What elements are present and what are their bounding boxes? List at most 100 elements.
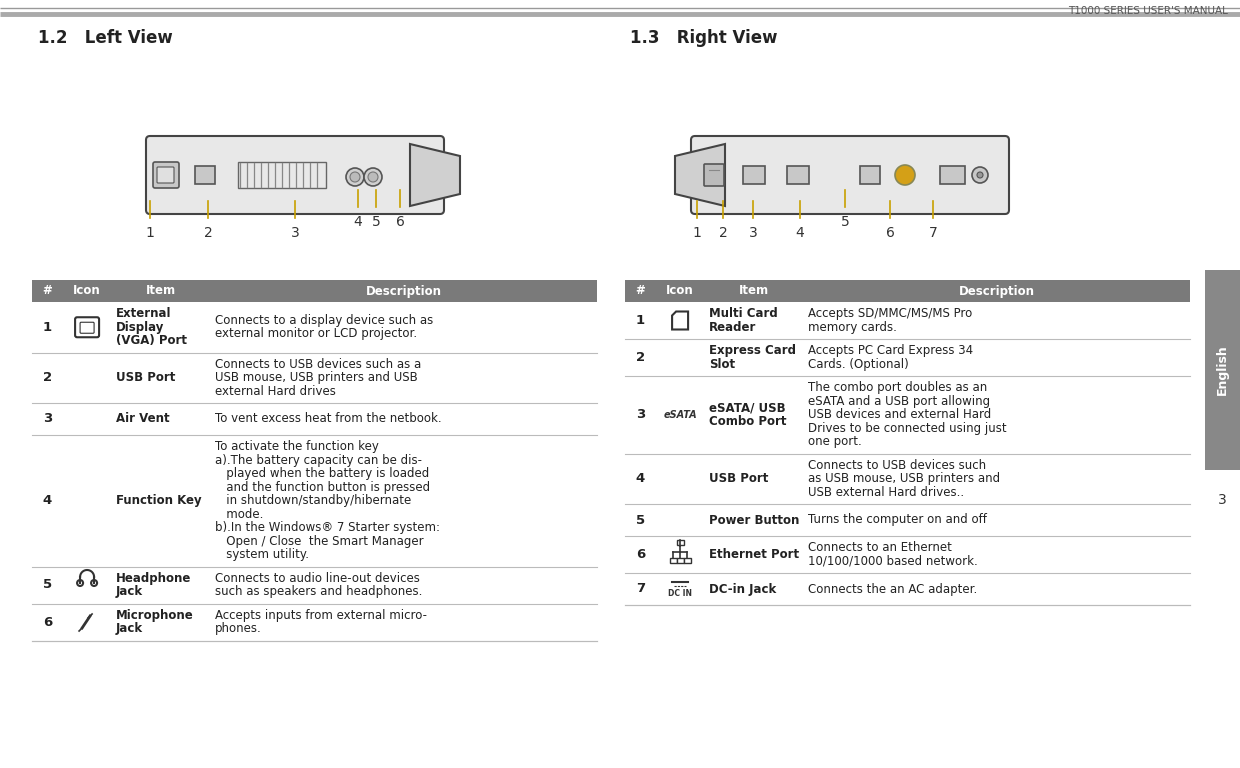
Text: a).The battery capacity can be dis-: a).The battery capacity can be dis- bbox=[215, 454, 422, 467]
Text: 1: 1 bbox=[145, 226, 155, 240]
Bar bbox=[32, 567, 596, 604]
Text: 1.2   Left View: 1.2 Left View bbox=[38, 29, 172, 47]
Text: Ethernet Port: Ethernet Port bbox=[709, 548, 800, 561]
Text: T1000 SERIES USER'S MANUAL: T1000 SERIES USER'S MANUAL bbox=[1068, 6, 1228, 16]
Text: 6: 6 bbox=[636, 548, 645, 561]
Text: External: External bbox=[117, 307, 171, 320]
Polygon shape bbox=[410, 144, 460, 206]
Text: 2: 2 bbox=[636, 351, 645, 364]
Bar bbox=[861, 166, 880, 184]
Bar bbox=[670, 558, 677, 562]
Circle shape bbox=[346, 168, 365, 186]
Text: USB external Hard drives..: USB external Hard drives.. bbox=[808, 485, 965, 498]
Text: 3: 3 bbox=[749, 226, 758, 240]
Text: memory cards.: memory cards. bbox=[808, 321, 897, 334]
Bar bbox=[32, 353, 596, 403]
Text: #: # bbox=[42, 284, 52, 297]
Bar bbox=[677, 539, 683, 545]
Text: Drives to be connected using just: Drives to be connected using just bbox=[808, 422, 1007, 435]
Text: Jack: Jack bbox=[117, 585, 144, 598]
Text: USB Port: USB Port bbox=[117, 371, 176, 384]
Circle shape bbox=[368, 172, 378, 182]
Text: external Hard drives: external Hard drives bbox=[215, 385, 336, 398]
Bar bbox=[625, 280, 1190, 302]
Text: Accepts inputs from external micro-: Accepts inputs from external micro- bbox=[215, 609, 427, 622]
Text: 3: 3 bbox=[43, 412, 52, 425]
Circle shape bbox=[91, 580, 97, 586]
Text: (VGA) Port: (VGA) Port bbox=[117, 334, 187, 347]
Text: 3: 3 bbox=[636, 409, 645, 422]
Text: 3: 3 bbox=[290, 226, 299, 240]
FancyBboxPatch shape bbox=[704, 164, 724, 186]
Text: 4: 4 bbox=[43, 495, 52, 507]
Text: in shutdown/standby/hibernate: in shutdown/standby/hibernate bbox=[215, 495, 412, 507]
Text: 7: 7 bbox=[636, 582, 645, 595]
Text: 3: 3 bbox=[1218, 493, 1226, 507]
Circle shape bbox=[77, 580, 83, 586]
Text: Microphone: Microphone bbox=[117, 609, 193, 622]
Circle shape bbox=[895, 165, 915, 185]
Text: Jack: Jack bbox=[117, 622, 144, 635]
Text: Connects to USB devices such as a: Connects to USB devices such as a bbox=[215, 358, 422, 371]
Text: Description: Description bbox=[366, 284, 441, 297]
Text: 2: 2 bbox=[43, 371, 52, 384]
Circle shape bbox=[977, 172, 983, 178]
Text: Display: Display bbox=[117, 321, 165, 334]
Text: Connects the an AC adapter.: Connects the an AC adapter. bbox=[808, 582, 977, 595]
Bar bbox=[625, 376, 1190, 453]
Text: Connects to USB devices such: Connects to USB devices such bbox=[808, 458, 986, 472]
Polygon shape bbox=[675, 144, 725, 206]
Text: 5: 5 bbox=[43, 578, 52, 591]
FancyBboxPatch shape bbox=[76, 317, 99, 337]
Text: 6: 6 bbox=[43, 615, 52, 628]
Bar bbox=[32, 403, 596, 435]
Text: 1: 1 bbox=[636, 314, 645, 327]
Text: Connects to an Ethernet: Connects to an Ethernet bbox=[808, 541, 952, 554]
Bar bbox=[32, 280, 596, 302]
Bar bbox=[743, 166, 765, 184]
Text: 7: 7 bbox=[929, 226, 937, 240]
Text: USB devices and external Hard: USB devices and external Hard bbox=[808, 409, 991, 422]
Bar bbox=[32, 435, 596, 567]
FancyBboxPatch shape bbox=[157, 167, 174, 183]
Text: Icon: Icon bbox=[73, 284, 100, 297]
Text: 2: 2 bbox=[719, 226, 728, 240]
Text: eSATA/ USB: eSATA/ USB bbox=[709, 402, 786, 415]
Text: Express Card: Express Card bbox=[709, 344, 796, 357]
Text: 1: 1 bbox=[43, 321, 52, 334]
Bar bbox=[625, 302, 1190, 339]
Text: eSATA: eSATA bbox=[663, 410, 697, 420]
Bar bbox=[238, 162, 326, 188]
Text: 1.3   Right View: 1.3 Right View bbox=[630, 29, 777, 47]
Bar bbox=[32, 302, 596, 353]
Text: 4: 4 bbox=[353, 215, 362, 229]
Text: DC-in Jack: DC-in Jack bbox=[709, 582, 776, 595]
Text: system utility.: system utility. bbox=[215, 548, 309, 561]
FancyBboxPatch shape bbox=[153, 162, 179, 188]
FancyBboxPatch shape bbox=[146, 136, 444, 214]
Text: 6: 6 bbox=[885, 226, 894, 240]
Text: Description: Description bbox=[959, 284, 1034, 297]
Text: 5: 5 bbox=[372, 215, 381, 229]
Text: Power Button: Power Button bbox=[709, 514, 800, 527]
Text: eSATA and a USB port allowing: eSATA and a USB port allowing bbox=[808, 395, 990, 408]
Text: Slot: Slot bbox=[709, 358, 735, 371]
Bar bbox=[625, 339, 1190, 376]
Text: Combo Port: Combo Port bbox=[709, 415, 786, 428]
FancyBboxPatch shape bbox=[691, 136, 1009, 214]
Circle shape bbox=[350, 172, 360, 182]
Text: external monitor or LCD projector.: external monitor or LCD projector. bbox=[215, 327, 417, 340]
Polygon shape bbox=[672, 312, 688, 329]
Text: Air Vent: Air Vent bbox=[117, 412, 170, 425]
FancyBboxPatch shape bbox=[81, 323, 94, 333]
Text: Item: Item bbox=[739, 284, 769, 297]
Bar bbox=[625, 504, 1190, 536]
Text: 4: 4 bbox=[636, 472, 645, 485]
Text: Open / Close  the Smart Manager: Open / Close the Smart Manager bbox=[215, 535, 424, 548]
Text: 6: 6 bbox=[396, 215, 404, 229]
Bar bbox=[1205, 270, 1240, 470]
Text: To vent excess heat from the netbook.: To vent excess heat from the netbook. bbox=[215, 412, 441, 425]
Text: Reader: Reader bbox=[709, 321, 756, 334]
Text: 5: 5 bbox=[636, 514, 645, 527]
Text: Turns the computer on and off: Turns the computer on and off bbox=[808, 514, 987, 527]
